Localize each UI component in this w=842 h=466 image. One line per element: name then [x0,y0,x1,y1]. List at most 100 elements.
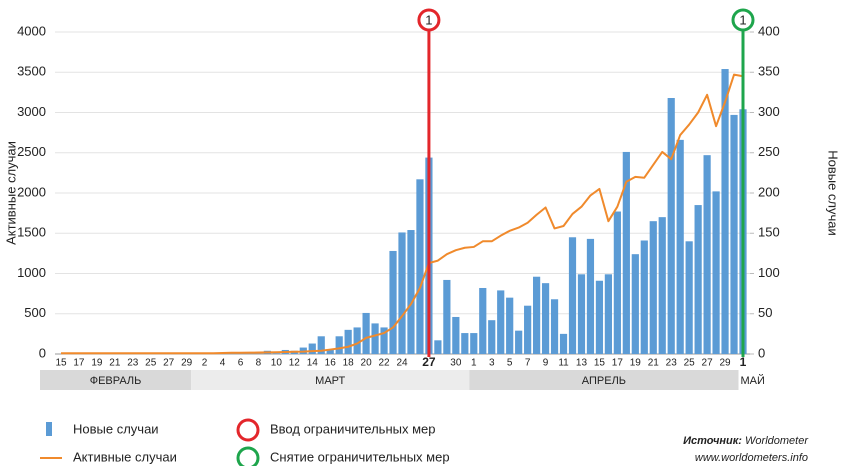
bar [452,316,460,354]
x-tick-label: 17 [73,358,85,369]
y2-tick-label: 200 [758,184,780,199]
x-tick-label: 8 [256,358,262,369]
x-tick-label: 29 [719,358,731,369]
bar [488,320,496,354]
bar [434,340,442,354]
y-tick-label: 1000 [17,265,46,280]
x-tick-label: 23 [666,358,678,369]
month-label: ФЕВРАЛЬ [90,375,142,387]
marker-label: 1 [739,12,746,27]
legend-marker [236,446,260,466]
legend-label: Новые случаи [73,421,159,436]
x-tick-label: 5 [507,358,513,369]
bar [541,283,550,354]
y2-tick-label: 150 [758,225,780,240]
source-url: www.worldometers.info [695,452,808,464]
y2-tick-label: 400 [758,23,780,38]
x-tick-label: 15 [55,358,67,369]
y2-tick-label: 0 [758,345,765,360]
x-tick-label: 20 [361,358,373,369]
bar [533,276,541,354]
y2-tick-label: 250 [758,144,780,159]
x-tick-label: 25 [684,358,696,369]
source: Источник: Worldometer [683,435,809,447]
x-tick-label: 7 [525,358,531,369]
bar [506,297,514,354]
bar [631,254,639,354]
bar [308,343,316,354]
x-tick-label: 27 [702,358,714,369]
bar [389,250,397,354]
bar [685,241,693,354]
x-tick-label: 1 [740,355,747,369]
x-tick-label: 21 [648,358,660,369]
legend-label: Активные случаи [73,449,177,464]
bar [479,287,487,354]
x-tick-label: 1 [471,358,477,369]
y2-tick-label: 100 [758,265,780,280]
y2-axis-title: Новые случаи [826,150,841,236]
bar [604,274,612,354]
bar [443,279,451,354]
bar [703,155,711,354]
bar [371,323,379,354]
bar [622,151,630,354]
x-tick-label: 14 [307,358,319,369]
x-tick-label: 18 [343,358,355,369]
bar [335,336,343,354]
x-tick-label: 6 [238,358,244,369]
bar [380,327,388,354]
bar [353,327,361,354]
x-tick-label: 22 [378,358,390,369]
bar [712,191,720,354]
y-tick-label: 3500 [17,64,46,79]
month-label: АПРЕЛЬ [582,375,626,387]
bar [595,280,604,354]
x-tick-label: 3 [489,358,495,369]
bar [398,232,406,354]
bar [649,221,657,354]
y-tick-label: 500 [24,305,46,320]
x-tick-label: 11 [558,358,569,369]
y-tick-label: 4000 [17,23,46,38]
x-tick-label: 30 [450,358,462,369]
bar [362,312,370,354]
bar [730,114,738,354]
bar [640,240,648,354]
y2-tick-label: 50 [758,305,772,320]
marker-label: 1 [425,12,432,27]
marker-circle [417,8,441,32]
bar [658,217,666,354]
x-tick-label: 21 [109,358,121,369]
bar [613,211,621,354]
y-tick-label: 1500 [17,225,46,240]
y2-tick-label: 350 [758,64,780,79]
bar [550,299,559,354]
bar [272,353,280,354]
x-tick-label: 16 [325,358,337,369]
y-tick-label: 2000 [17,184,46,199]
month-band [738,370,800,390]
month-band [40,370,192,390]
x-tick-label: 4 [220,358,226,369]
x-tick-label: 25 [145,358,157,369]
bar [326,349,334,354]
month-label: МАЙ [741,374,765,387]
bar [667,98,675,354]
month-band [469,370,739,390]
x-tick-label: 27 [163,358,175,369]
x-tick-label: 17 [612,358,624,369]
bar [559,333,568,354]
y2-tick-label: 300 [758,104,780,119]
source-label: Источник: [683,435,742,447]
y-tick-label: 0 [39,345,46,360]
source-name: Worldometer [745,435,809,447]
bar [461,333,469,354]
y-axis-title: Активные случаи [3,141,18,245]
month-band [191,370,470,390]
x-tick-label: 27 [422,355,436,369]
bar [515,330,523,354]
bar [407,230,415,354]
x-tick-label: 12 [289,358,301,369]
